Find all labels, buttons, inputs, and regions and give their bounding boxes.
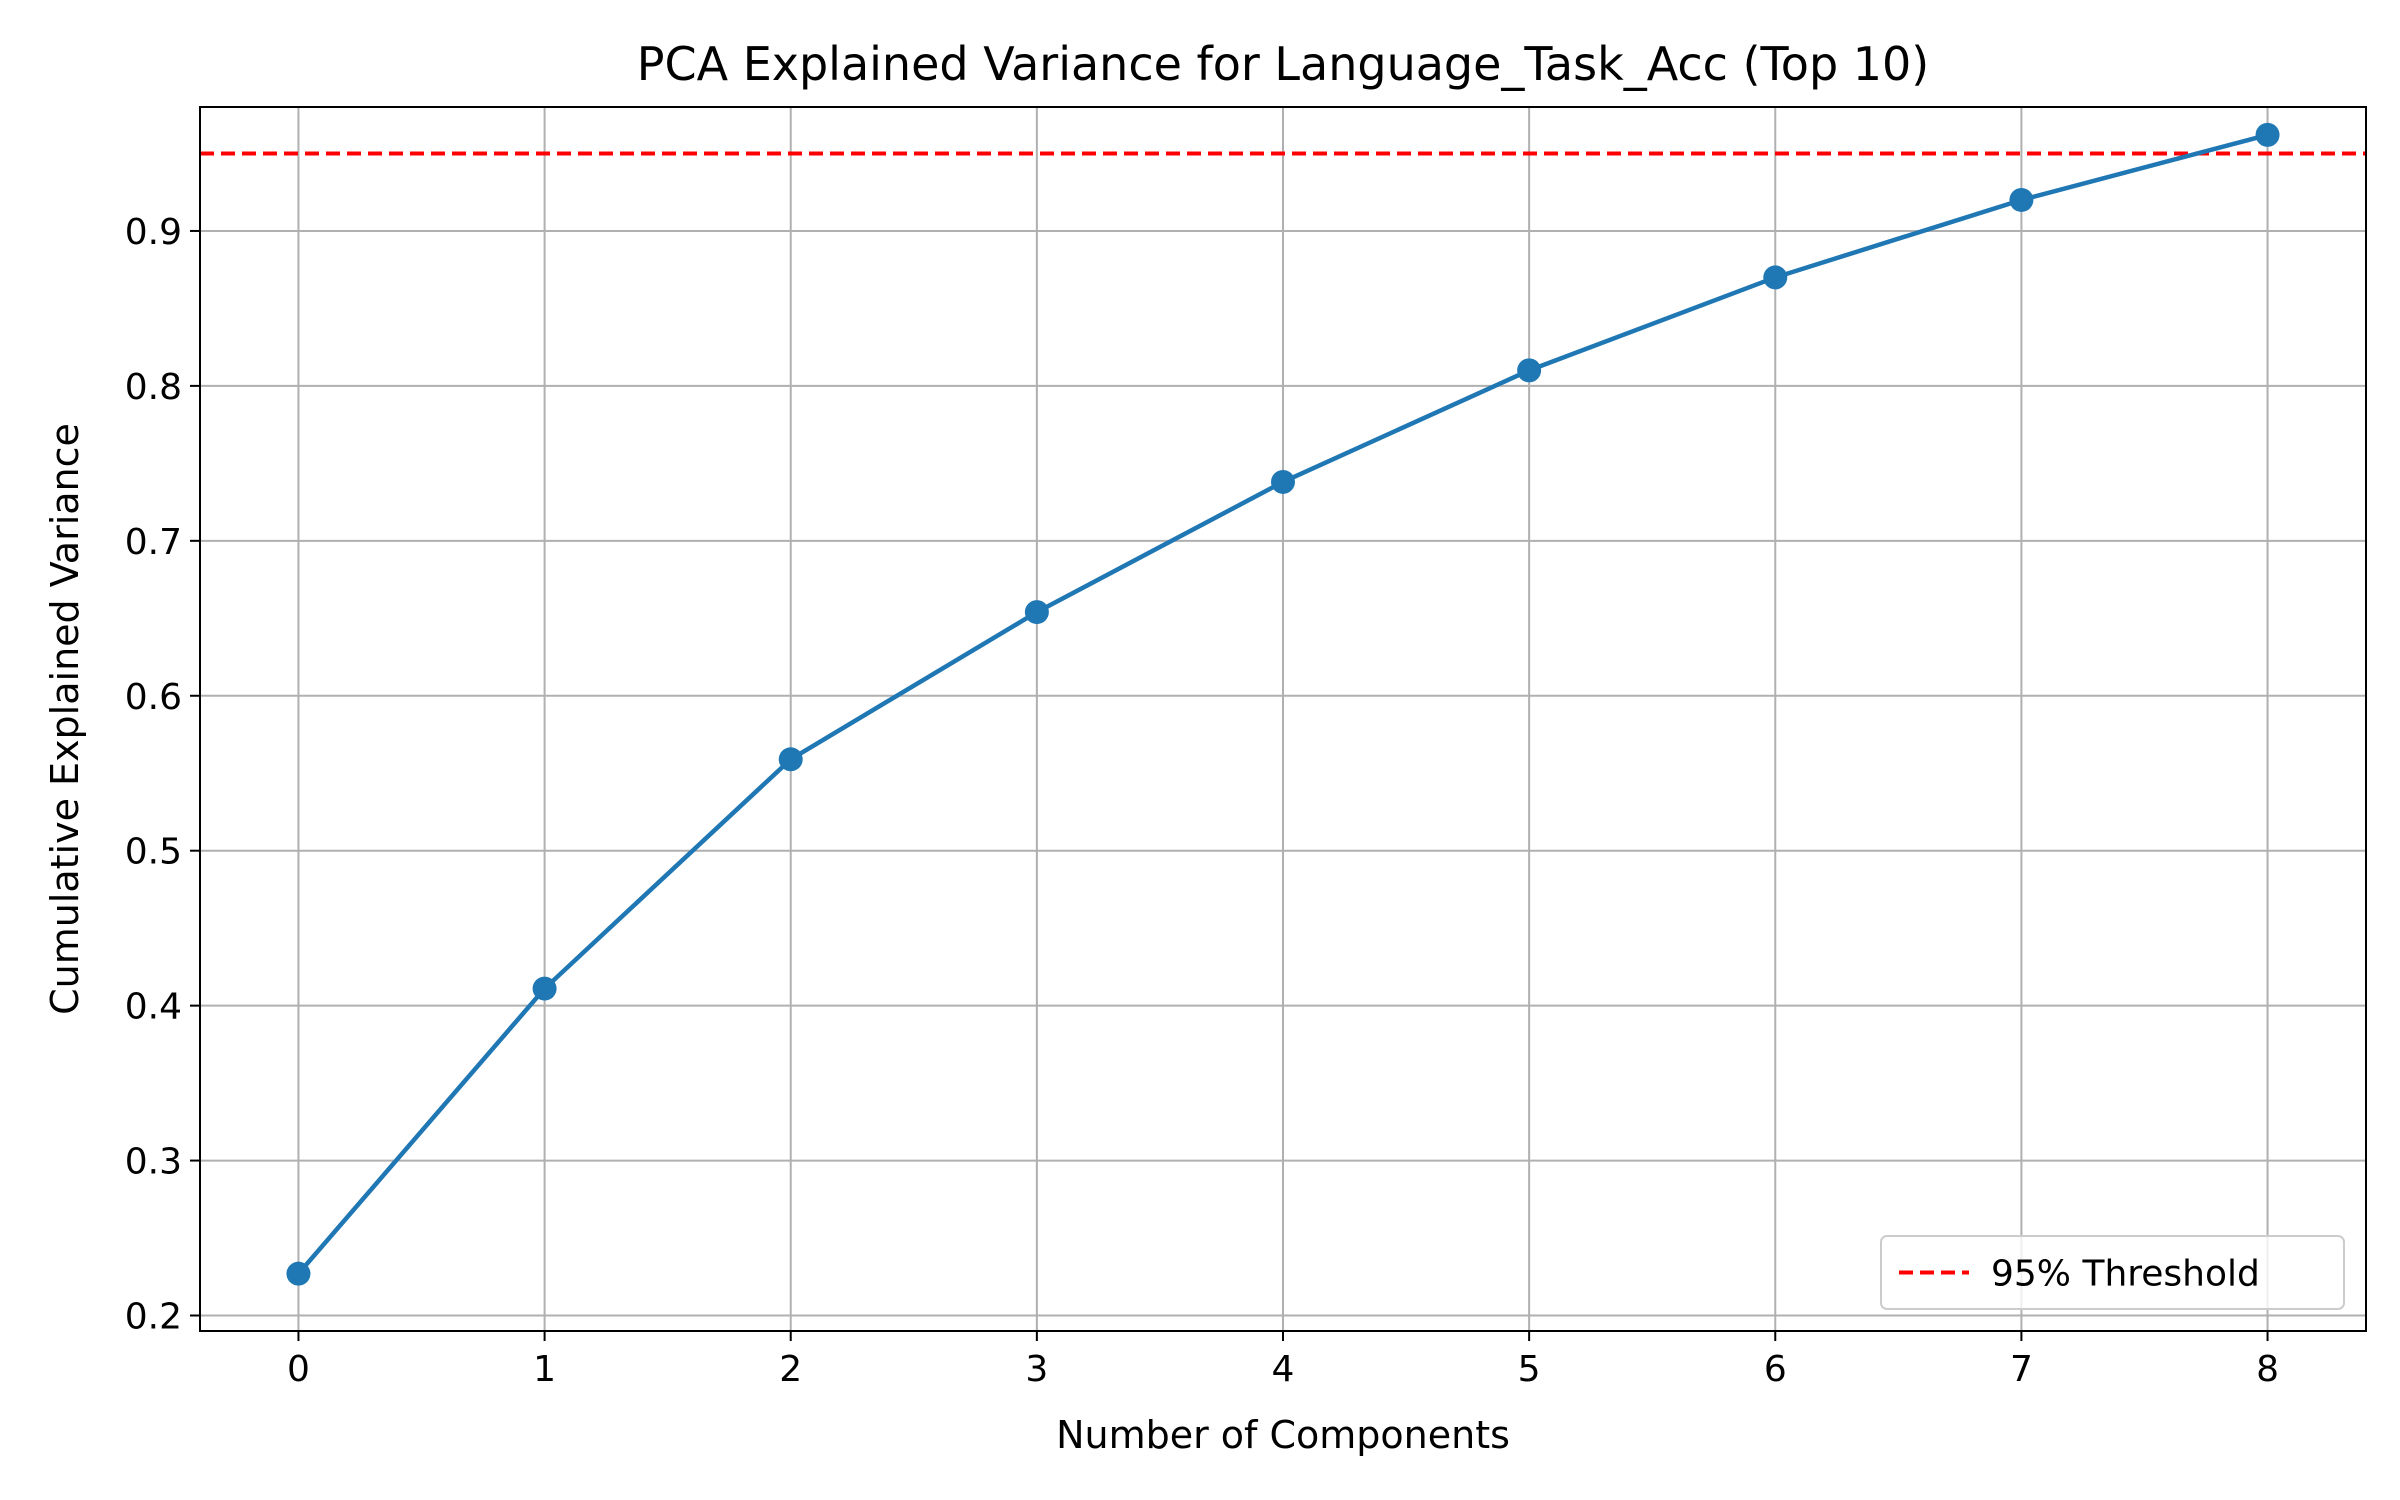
- x-tick-label: 7: [2010, 1349, 2033, 1390]
- y-tick-label: 0.7: [125, 522, 182, 563]
- data-point: [778, 747, 803, 772]
- x-tick-label: 3: [1025, 1349, 1048, 1390]
- y-tick-label: 0.8: [125, 367, 182, 408]
- data-point: [1763, 265, 1788, 290]
- y-tick-label: 0.6: [125, 677, 182, 718]
- y-axis-label: Cumulative Explained Variance: [43, 423, 87, 1015]
- series-layer: [286, 122, 2280, 1286]
- y-tick-label: 0.4: [125, 987, 182, 1028]
- data-point: [2009, 187, 2034, 212]
- y-tick-label: 0.5: [125, 832, 182, 873]
- data-point: [532, 976, 557, 1001]
- x-tick-label: 0: [287, 1349, 310, 1390]
- data-point: [1517, 358, 1542, 383]
- x-axis: 0 1 2 3 4 5 6 7 8: [287, 1331, 2279, 1390]
- y-tick-label: 0.9: [125, 212, 182, 253]
- data-point: [286, 1261, 311, 1286]
- data-point: [2255, 122, 2280, 147]
- y-tick-label: 0.3: [125, 1142, 182, 1183]
- x-tick-label: 6: [1764, 1349, 1787, 1390]
- x-tick-label: 8: [2256, 1349, 2279, 1390]
- x-tick-label: 5: [1518, 1349, 1541, 1390]
- legend: 95% Threshold: [1880, 1235, 2345, 1310]
- legend-box: [1880, 1235, 2345, 1310]
- data-point: [1024, 600, 1049, 625]
- x-tick-label: 4: [1272, 1349, 1295, 1390]
- x-tick-label: 2: [779, 1349, 802, 1390]
- x-axis-label: Number of Components: [1056, 1413, 1510, 1457]
- x-tick-label: 1: [533, 1349, 556, 1390]
- y-axis: 0.2 0.3 0.4 0.5 0.6 0.7 0.8 0.9: [125, 212, 200, 1338]
- y-tick-label: 0.2: [125, 1297, 182, 1338]
- chart-title: PCA Explained Variance for Language_Task…: [637, 37, 1930, 91]
- data-point: [1271, 469, 1295, 494]
- grid: [200, 107, 2366, 1331]
- legend-label-threshold: 95% Threshold: [1991, 1254, 2260, 1295]
